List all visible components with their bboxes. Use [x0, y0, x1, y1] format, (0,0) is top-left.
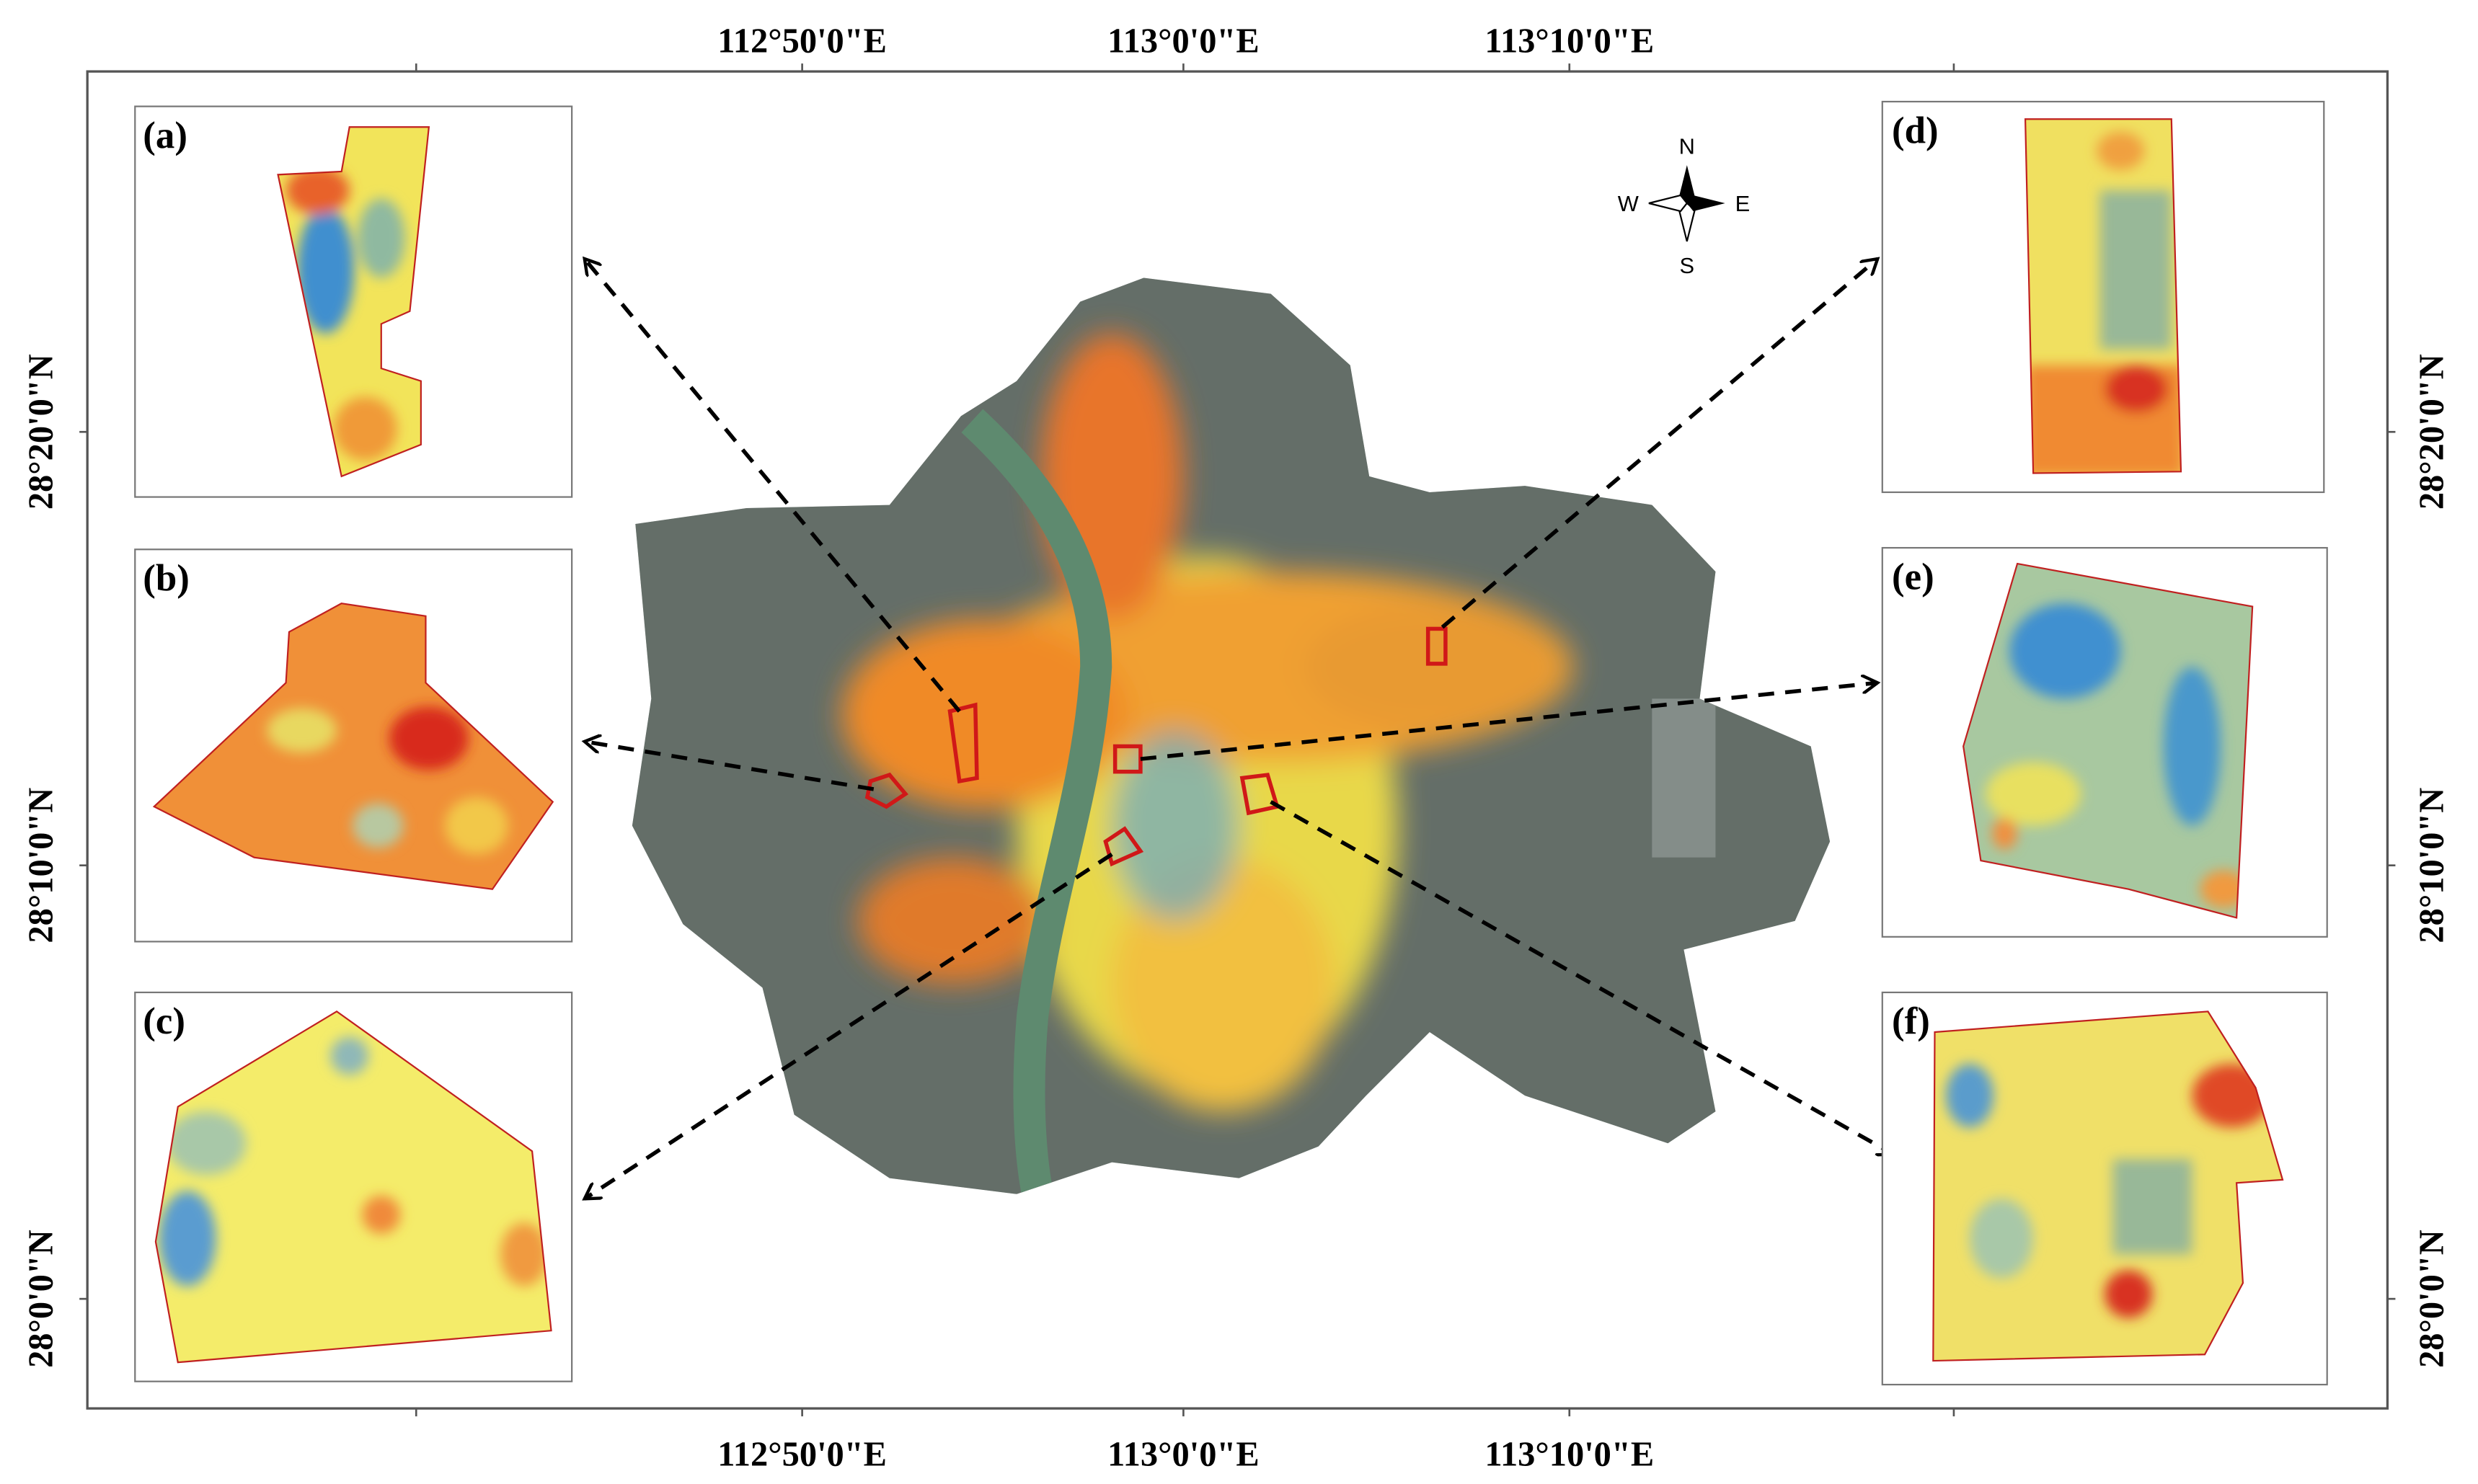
right-coord-label: 28°0'0"N — [2413, 1230, 2451, 1368]
compass: N S E W — [1618, 134, 1750, 278]
left-coord-label: 28°10'0"N — [22, 788, 61, 943]
panel-label: (f) — [1892, 1000, 1930, 1042]
right-coord-label: 28°10'0"N — [2413, 788, 2451, 943]
panel-label: (e) — [1892, 556, 1934, 597]
bottom-coord-label: 113°10'0"E — [1484, 1435, 1654, 1473]
compass-w: W — [1618, 191, 1639, 216]
left-coord-label: 28°0'0"N — [22, 1230, 61, 1368]
top-coord-label: 113°0'0"E — [1107, 22, 1260, 61]
panel-label: (a) — [143, 115, 187, 156]
inset-panels — [134, 100, 2328, 1386]
panel-label: (d) — [1892, 110, 1939, 151]
compass-n: N — [1679, 134, 1695, 159]
top-coord-label: 112°50'0"E — [717, 22, 887, 61]
left-coord-label: 28°20'0"N — [22, 354, 61, 510]
right-coord-label: 28°20'0"N — [2413, 354, 2451, 510]
compass-e: E — [1735, 191, 1751, 216]
callout-arrows — [585, 259, 1893, 1199]
panel-label: (c) — [143, 1000, 185, 1042]
panel-label: (b) — [143, 558, 190, 600]
bottom-coord-label: 112°50'0"E — [717, 1435, 887, 1473]
top-coord-label: 113°10'0"E — [1484, 22, 1654, 61]
map-frame — [86, 70, 2389, 1410]
study-area-map — [632, 277, 1831, 1194]
frame-ticks — [79, 63, 2396, 1417]
bottom-coord-label: 113°0'0"E — [1107, 1435, 1260, 1473]
compass-s: S — [1680, 253, 1695, 278]
